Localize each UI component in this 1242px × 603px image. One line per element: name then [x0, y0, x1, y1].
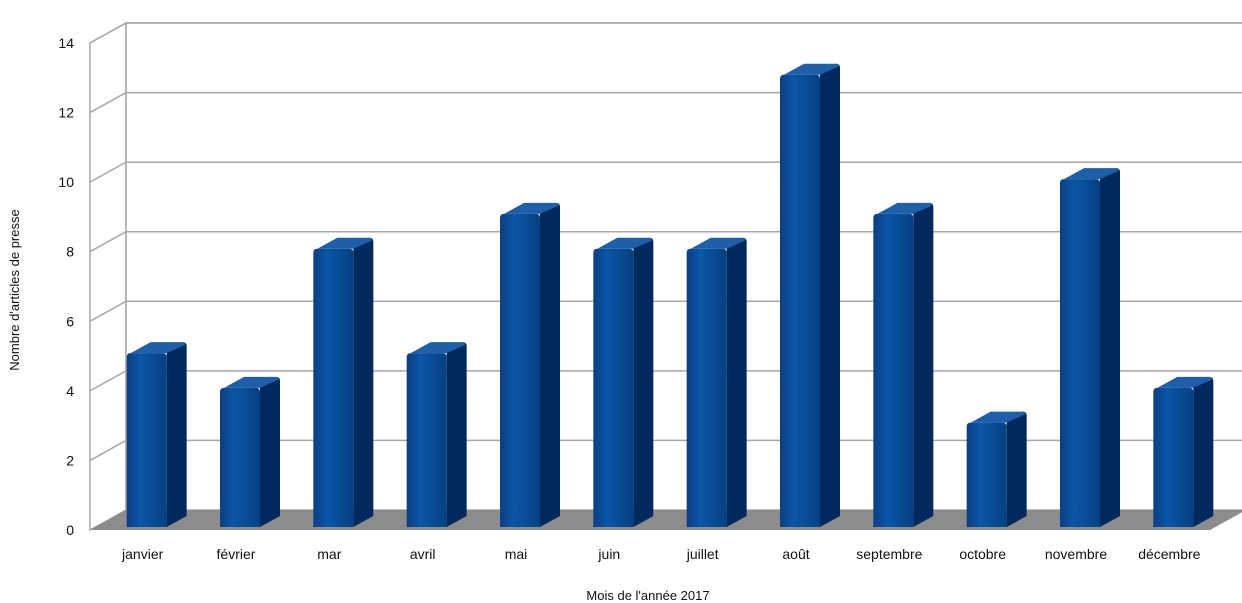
bar-top — [784, 63, 839, 75]
bar — [313, 237, 374, 527]
y-tick-label: 6 — [66, 313, 74, 329]
bar-front — [1060, 179, 1100, 527]
bar-side — [820, 63, 840, 528]
bar-front — [966, 422, 1007, 527]
bar-front — [313, 248, 354, 527]
bar-top — [877, 202, 932, 214]
bar-top — [597, 237, 652, 249]
x-tick-label: novembre — [1045, 546, 1107, 562]
y-tick-label: 12 — [58, 105, 74, 121]
x-tick-label: mar — [317, 546, 341, 562]
x-tick-label: juillet — [686, 546, 719, 562]
bar-top — [970, 411, 1026, 423]
bar — [780, 63, 840, 528]
y-axis-title: Nombre d'articles de presse — [7, 209, 22, 370]
bar-front — [1153, 387, 1194, 527]
gridline-side — [89, 370, 127, 392]
bar-front — [126, 353, 167, 527]
x-tick-label: avril — [410, 546, 436, 562]
x-tick-label: octobre — [959, 546, 1006, 562]
bar — [126, 342, 187, 527]
bar-top — [410, 342, 466, 354]
bar — [1060, 168, 1120, 527]
bar — [686, 237, 747, 527]
bar-top — [1157, 376, 1212, 388]
y-tick-label: 0 — [66, 522, 74, 538]
bar-side — [1193, 376, 1214, 527]
y-tick-label: 2 — [66, 452, 74, 468]
bar — [406, 342, 467, 527]
bar-front — [780, 74, 820, 528]
bar-side — [1006, 411, 1027, 527]
y-axis-tick-labels: 0 2 4 6 8 10 12 14 — [58, 35, 74, 538]
gridline-side — [89, 161, 127, 183]
bar-side — [1100, 168, 1120, 527]
bars — [126, 63, 1214, 528]
bar-side — [726, 237, 747, 527]
chart-floor — [90, 510, 1242, 530]
bar-side — [353, 237, 374, 527]
bar-top — [130, 342, 186, 354]
bar-side — [913, 202, 934, 527]
bar — [873, 202, 934, 527]
bar-top — [504, 202, 559, 214]
bar-side — [633, 237, 654, 527]
x-axis-title: Mois de l'année 2017 — [586, 588, 709, 603]
x-tick-label: décembre — [1138, 546, 1200, 562]
bar-top — [1064, 168, 1119, 180]
bar-top — [224, 376, 279, 388]
x-tick-label: août — [782, 546, 809, 562]
bar-side — [166, 342, 187, 527]
bar-side — [260, 376, 280, 527]
x-tick-label: juin — [597, 546, 620, 562]
y-tick-label: 4 — [66, 383, 74, 399]
y-tick-label: 10 — [58, 174, 74, 190]
bar-top — [690, 237, 746, 249]
bar-front — [873, 213, 914, 527]
x-tick-label: septembre — [856, 546, 922, 562]
gridline-side — [89, 22, 127, 44]
gridline-side — [89, 439, 127, 462]
gridline-side — [89, 91, 127, 114]
gridline-side — [89, 300, 127, 322]
gridlines — [89, 22, 1242, 462]
x-tick-label: mai — [505, 546, 528, 562]
bar-front — [220, 387, 260, 527]
x-axis-tick-labels: janvier février mar avril mai juin juillet août… — [121, 546, 1201, 562]
bar — [1153, 376, 1214, 527]
bar-side — [540, 202, 560, 527]
bar — [593, 237, 654, 527]
bar-front — [500, 213, 540, 527]
bar-side — [446, 342, 467, 527]
x-tick-label: février — [217, 546, 256, 562]
gridline-side — [89, 231, 127, 253]
left-wall — [89, 21, 127, 532]
bar — [500, 202, 560, 527]
bar-front — [593, 248, 634, 527]
bar-top — [317, 237, 372, 249]
bar-front — [406, 353, 447, 527]
bar-front — [686, 248, 727, 527]
y-tick-label: 8 — [66, 244, 74, 260]
x-tick-label: janvier — [121, 546, 164, 562]
floor-plane — [90, 510, 1242, 530]
bar — [966, 411, 1027, 527]
y-tick-label: 14 — [58, 35, 74, 51]
bar — [220, 376, 280, 527]
